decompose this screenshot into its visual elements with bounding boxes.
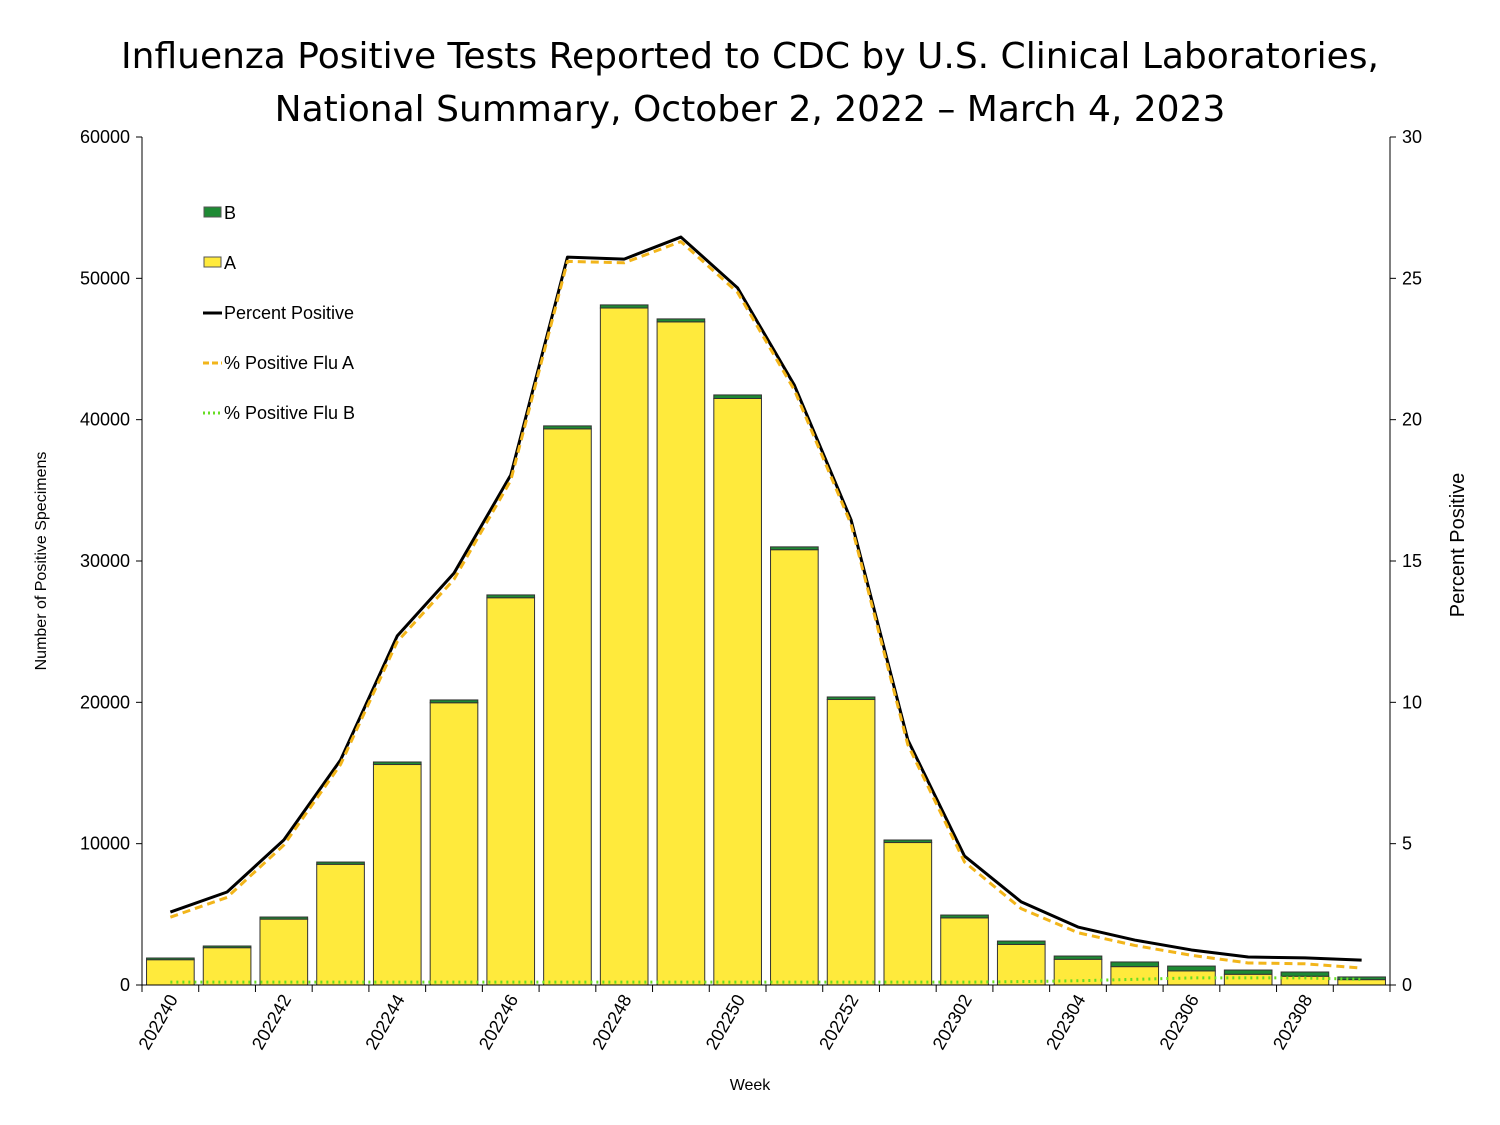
- y-tick-label: 0: [120, 975, 130, 995]
- bars-group: [146, 304, 1386, 986]
- y2-tick-label: 20: [1402, 410, 1422, 430]
- bar-a-202305: [1110, 966, 1160, 986]
- x-tick-label: 202242: [248, 991, 295, 1053]
- y-tick-label: 10000: [80, 834, 130, 854]
- bar-b-202243: [316, 861, 365, 865]
- bar-b-202301: [883, 839, 933, 844]
- chart-title-line-1: Influenza Positive Tests Reported to CDC…: [121, 36, 1379, 77]
- y2-tick-label: 5: [1402, 834, 1412, 854]
- x-tick-label: 202304: [1042, 991, 1089, 1053]
- legend: B A Percent Positive % Positive Flu A % Posi…: [203, 203, 355, 423]
- bar-a-202303: [996, 943, 1046, 986]
- bar-a-202252: [826, 699, 876, 986]
- legend-swatch-a: [203, 256, 222, 268]
- x-tick-label: 202308: [1269, 991, 1316, 1053]
- y-tick-label: 60000: [80, 127, 130, 147]
- y-tick-label: 20000: [80, 692, 130, 712]
- chart-title-line-2: National Summary, October 2, 2022 – Marc…: [275, 89, 1226, 130]
- bar-b-202247: [543, 425, 592, 430]
- bar-b-202252: [826, 696, 876, 701]
- legend-label: B: [224, 203, 236, 223]
- legend-label: % Positive Flu B: [224, 403, 355, 423]
- y2-tick-label: 10: [1402, 692, 1422, 712]
- bar-b-202245: [429, 699, 479, 704]
- x-tick-label: 202306: [1156, 991, 1203, 1053]
- bar-a-202245: [429, 702, 479, 986]
- legend-label: Percent Positive: [224, 303, 354, 323]
- bar-a-202249: [656, 321, 706, 986]
- y-tick-label: 40000: [80, 410, 130, 430]
- bar-a-202246: [486, 597, 536, 986]
- bar-b-202246: [486, 594, 536, 599]
- y2-axis-label: Percent Positive: [1447, 473, 1469, 618]
- bar-b-202251: [770, 546, 819, 551]
- bar-a-202309: [1337, 979, 1386, 986]
- x-tick-label: 202252: [815, 991, 862, 1053]
- bar-b-202302: [940, 914, 989, 919]
- x-tick-label: 202246: [475, 991, 522, 1053]
- bar-a-202248: [599, 307, 649, 986]
- bar-a-202250: [713, 397, 762, 986]
- y2-tick-label: 25: [1402, 268, 1422, 288]
- bar-a-202243: [316, 863, 365, 986]
- legend-label: % Positive Flu A: [224, 353, 354, 373]
- bar-b-202248: [599, 304, 649, 309]
- legend-swatch-b: [203, 206, 222, 218]
- bar-b-202305: [1110, 961, 1160, 968]
- bar-b-202249: [656, 318, 706, 323]
- bar-b-202304: [1053, 955, 1103, 960]
- y-tick-label: 30000: [80, 551, 130, 571]
- y2-tick-label: 30: [1402, 127, 1422, 147]
- line-series-2: [170, 976, 1362, 984]
- bar-b-202306: [1167, 965, 1216, 972]
- y2-tick-label: 0: [1402, 975, 1412, 995]
- y-axis-label: Number of Positive Specimens: [33, 452, 50, 671]
- x-tick-label: 202250: [702, 991, 749, 1053]
- x-tick-label: 202302: [929, 991, 976, 1053]
- bar-a-202244: [372, 764, 422, 986]
- x-tick-label: 202240: [134, 991, 181, 1053]
- y2-tick-label: 15: [1402, 551, 1422, 571]
- line-series-0: [169, 235, 1362, 962]
- bar-b-202303: [996, 940, 1046, 945]
- bar-a-202251: [770, 549, 819, 986]
- bar-b-202309: [1337, 976, 1386, 981]
- bar-b-202240: [146, 957, 195, 961]
- bar-a-202247: [543, 428, 592, 986]
- bar-b-202241: [202, 945, 252, 949]
- bar-a-202302: [940, 917, 989, 986]
- bar-a-202241: [202, 947, 252, 986]
- bar-b-202307: [1223, 969, 1273, 975]
- x-tick-label: 202248: [588, 991, 635, 1053]
- x-axis-label: Week: [730, 1077, 772, 1094]
- bar-b-202242: [259, 916, 309, 920]
- bar-b-202244: [372, 761, 422, 766]
- x-tick-label: 202244: [361, 991, 408, 1053]
- legend-label: A: [224, 253, 236, 273]
- lines-group: [169, 235, 1362, 984]
- y-tick-label: 50000: [80, 268, 130, 288]
- line-series-1: [169, 240, 1362, 970]
- bar-a-202301: [883, 842, 933, 986]
- bar-a-202242: [259, 918, 309, 986]
- bar-b-202250: [713, 394, 762, 399]
- bar-b-202308: [1280, 971, 1330, 977]
- bar-a-202307: [1223, 973, 1273, 986]
